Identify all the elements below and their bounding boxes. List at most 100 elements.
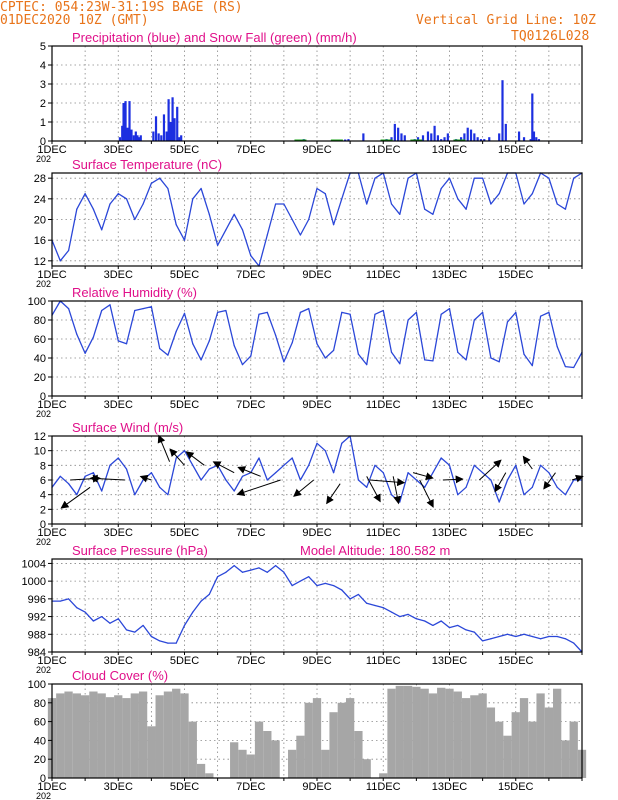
x-tick-label: 13DEC xyxy=(432,781,468,793)
wind-vector xyxy=(366,476,381,503)
series-point xyxy=(440,313,442,315)
series-point xyxy=(200,359,202,361)
series-point xyxy=(117,618,119,620)
series-point xyxy=(457,351,459,353)
x-tick-label: 1DEC xyxy=(37,781,66,793)
panel-4: 0 2 4 6 8 10 12 1DEC 3DEC 5DEC 7DEC 9DEC 11DEC 13DEC 1… xyxy=(34,420,584,547)
precip-bar xyxy=(162,114,166,141)
series-point xyxy=(59,260,61,262)
precip-bar xyxy=(469,129,473,141)
series-point xyxy=(167,187,169,190)
x-tick-label: 7DEC xyxy=(236,399,265,411)
series-point xyxy=(366,364,368,366)
series-point xyxy=(142,479,144,481)
cloud-bar xyxy=(561,740,570,778)
series-point xyxy=(465,486,467,488)
wind-vector xyxy=(185,451,205,466)
series-point xyxy=(109,464,111,466)
panel-annotation: Model Altitude: 180.582 m xyxy=(300,543,450,558)
series-point xyxy=(299,234,302,236)
series-point xyxy=(341,442,343,444)
series-point xyxy=(407,319,409,321)
series-point xyxy=(84,611,86,613)
series-point xyxy=(92,472,95,474)
y-tick-label: 6 xyxy=(40,475,46,487)
series-point xyxy=(564,494,567,496)
y-tick-label: 4 xyxy=(40,60,46,72)
panel-title: Precipitation (blue) and Snow Fall (gree… xyxy=(72,30,357,45)
series-point xyxy=(167,494,169,496)
series-point xyxy=(448,308,451,310)
x-tick-label: 11DEC xyxy=(366,269,401,281)
series-point xyxy=(506,633,509,635)
cloud-bar xyxy=(263,731,272,778)
x-tick-label: 1DEC xyxy=(37,269,66,281)
series-point xyxy=(258,313,260,315)
series-point xyxy=(84,352,86,354)
series-point xyxy=(167,354,169,356)
series-point xyxy=(274,203,277,205)
series-point xyxy=(490,638,492,640)
precip-bar xyxy=(180,135,183,141)
series-point xyxy=(150,306,152,308)
x-tick-label: 5DEC xyxy=(170,655,199,667)
series-point xyxy=(473,177,475,179)
series-point xyxy=(390,611,393,613)
series-point xyxy=(324,193,326,195)
cloud-bar xyxy=(412,686,421,778)
series-point xyxy=(548,635,550,638)
series-point xyxy=(539,464,542,466)
series-point xyxy=(573,642,575,644)
precip-bar xyxy=(390,137,393,141)
precip-bar xyxy=(139,135,142,141)
cloud-bar xyxy=(230,742,239,778)
series-point xyxy=(424,486,426,488)
series-point xyxy=(316,442,318,444)
precip-bar xyxy=(466,127,469,141)
y-tick-label: 0 xyxy=(40,519,46,531)
series-point xyxy=(523,494,525,496)
cloud-bar xyxy=(428,693,438,778)
x-year-label: 202 xyxy=(36,537,51,547)
series-point xyxy=(308,464,310,466)
series-point xyxy=(101,490,103,492)
x-tick-label: 15DEC xyxy=(498,144,534,156)
precip-bar xyxy=(443,137,446,141)
y-tick-label: 2 xyxy=(40,504,46,516)
cloud-bar xyxy=(97,693,106,778)
x-year-label: 202 xyxy=(36,791,51,800)
series-point xyxy=(117,457,119,459)
x-tick-label: 1DEC xyxy=(37,655,66,667)
wind-vector xyxy=(571,474,584,483)
snow-bar xyxy=(453,139,466,141)
series-point xyxy=(424,359,426,361)
cloud-bar xyxy=(503,735,512,778)
series-point xyxy=(374,177,376,179)
cloud-bar xyxy=(437,687,446,778)
series-point xyxy=(432,624,434,627)
x-tick-label: 5DEC xyxy=(170,269,199,281)
series-point xyxy=(101,615,103,618)
series-point xyxy=(332,224,335,226)
precip-bar xyxy=(132,135,135,141)
series-point xyxy=(241,571,244,573)
precip-bar xyxy=(522,137,526,141)
series-point xyxy=(250,569,252,571)
precip-bar xyxy=(504,123,507,141)
y-tick-label: 1 xyxy=(40,117,46,129)
cloud-bar xyxy=(296,735,305,778)
series-point xyxy=(225,229,227,231)
series-point xyxy=(457,624,459,627)
series-point xyxy=(76,607,78,609)
series-point xyxy=(183,450,186,452)
series-point xyxy=(382,607,384,609)
cloud-bar xyxy=(72,693,81,778)
x-tick-label: 1DEC xyxy=(37,527,66,539)
y-tick-label: 60 xyxy=(34,334,46,346)
grid-line-label: Vertical Grid Line: 10Z xyxy=(416,13,597,28)
x-tick-label: 9DEC xyxy=(302,144,331,156)
series-point xyxy=(101,229,103,231)
cloud-bar xyxy=(64,691,73,778)
x-tick-label: 5DEC xyxy=(170,781,199,793)
precip-bar xyxy=(483,139,486,141)
